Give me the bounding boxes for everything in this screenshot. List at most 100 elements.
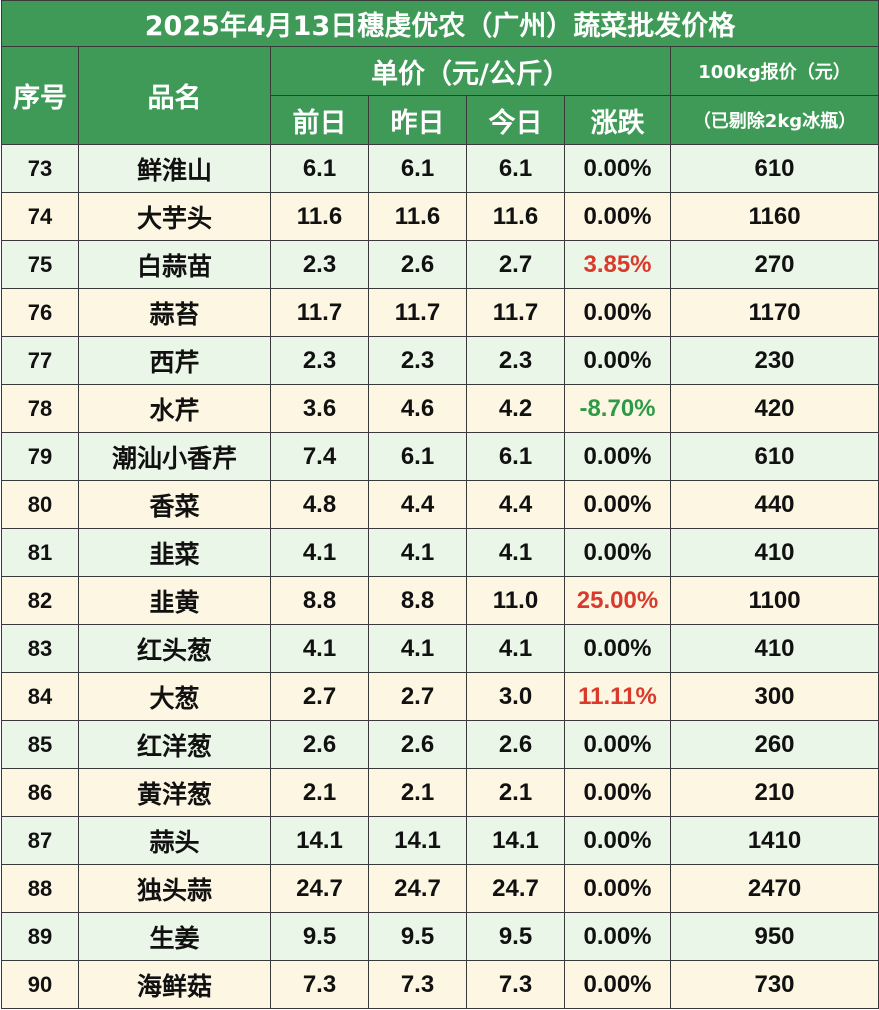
row-quote-cell: 420 bbox=[669, 384, 879, 433]
row-yesterday-price-cell: 2.6 bbox=[368, 240, 467, 289]
row-prev-price-cell: 7.3 bbox=[270, 960, 369, 1009]
row-yesterday-price-cell: 2.1 bbox=[368, 768, 467, 817]
row-name-cell: 潮汕小香芹 bbox=[78, 432, 271, 481]
row-prev-price-cell: 6.1 bbox=[270, 144, 369, 193]
row-change-cell: -8.70% bbox=[564, 384, 671, 433]
row-today-price-cell: 7.3 bbox=[466, 960, 565, 1009]
row-change-cell: 0.00% bbox=[564, 144, 671, 193]
table-row: 83 红头葱 4.1 4.1 4.1 0.00% 410 bbox=[1, 624, 879, 673]
row-no-cell: 74 bbox=[1, 192, 79, 241]
row-change-cell: 0.00% bbox=[564, 816, 671, 865]
table-title: 2025年4月13日穗虔优农（广州）蔬菜批发价格 bbox=[0, 0, 879, 47]
row-name-cell: 水芹 bbox=[78, 384, 271, 433]
row-yesterday-price-cell: 11.7 bbox=[368, 288, 467, 337]
row-name-cell: 韭黄 bbox=[78, 576, 271, 625]
row-prev-price-cell: 24.7 bbox=[270, 864, 369, 913]
table-row: 81 韭菜 4.1 4.1 4.1 0.00% 410 bbox=[1, 528, 879, 577]
table-row: 76 蒜苔 11.7 11.7 11.7 0.00% 1170 bbox=[1, 288, 879, 337]
row-change-cell: 0.00% bbox=[564, 624, 671, 673]
row-no-cell: 78 bbox=[1, 384, 79, 433]
row-name-cell: 蒜苔 bbox=[78, 288, 271, 337]
table-row: 84 大葱 2.7 2.7 3.0 11.11% 300 bbox=[1, 672, 879, 721]
row-today-price-cell: 3.0 bbox=[466, 672, 565, 721]
row-name-cell: 大芋头 bbox=[78, 192, 271, 241]
row-quote-cell: 610 bbox=[669, 432, 879, 481]
row-name-cell: 海鲜菇 bbox=[78, 960, 271, 1009]
row-change-cell: 0.00% bbox=[564, 720, 671, 769]
row-yesterday-price-cell: 4.6 bbox=[368, 384, 467, 433]
row-today-price-cell: 2.1 bbox=[466, 768, 565, 817]
row-name-cell: 西芹 bbox=[78, 336, 271, 385]
table-row: 80 香菜 4.8 4.4 4.4 0.00% 440 bbox=[1, 480, 879, 529]
row-yesterday-price-cell: 14.1 bbox=[368, 816, 467, 865]
row-name-cell: 鲜淮山 bbox=[78, 144, 271, 193]
row-name-cell: 蒜头 bbox=[78, 816, 271, 865]
row-quote-cell: 230 bbox=[669, 336, 879, 385]
row-today-price-cell: 4.1 bbox=[466, 624, 565, 673]
row-today-price-cell: 24.7 bbox=[466, 864, 565, 913]
table-row: 87 蒜头 14.1 14.1 14.1 0.00% 1410 bbox=[1, 816, 879, 865]
row-today-price-cell: 2.6 bbox=[466, 720, 565, 769]
row-no-cell: 75 bbox=[1, 240, 79, 289]
row-change-cell: 0.00% bbox=[564, 336, 671, 385]
row-prev-price-cell: 4.8 bbox=[270, 480, 369, 529]
table-row: 78 水芹 3.6 4.6 4.2 -8.70% 420 bbox=[1, 384, 879, 433]
row-quote-cell: 1160 bbox=[669, 192, 879, 241]
row-name-cell: 香菜 bbox=[78, 480, 271, 529]
row-no-cell: 73 bbox=[1, 144, 79, 193]
row-today-price-cell: 4.1 bbox=[466, 528, 565, 577]
row-quote-cell: 210 bbox=[669, 768, 879, 817]
row-prev-price-cell: 2.6 bbox=[270, 720, 369, 769]
header-unit-price: 单价（元/公斤） bbox=[270, 46, 671, 96]
row-change-cell: 0.00% bbox=[564, 480, 671, 529]
header-prev-day: 前日 bbox=[270, 95, 369, 145]
row-quote-cell: 610 bbox=[669, 144, 879, 193]
row-yesterday-price-cell: 4.1 bbox=[368, 528, 467, 577]
row-quote-cell: 1170 bbox=[669, 288, 879, 337]
row-change-cell: 3.85% bbox=[564, 240, 671, 289]
row-no-cell: 89 bbox=[1, 912, 79, 961]
row-prev-price-cell: 3.6 bbox=[270, 384, 369, 433]
row-quote-cell: 410 bbox=[669, 528, 879, 577]
row-prev-price-cell: 9.5 bbox=[270, 912, 369, 961]
row-no-cell: 84 bbox=[1, 672, 79, 721]
row-yesterday-price-cell: 6.1 bbox=[368, 144, 467, 193]
header-no: 序号 bbox=[1, 46, 79, 145]
row-name-cell: 大葱 bbox=[78, 672, 271, 721]
row-today-price-cell: 6.1 bbox=[466, 432, 565, 481]
row-yesterday-price-cell: 2.7 bbox=[368, 672, 467, 721]
row-name-cell: 红头葱 bbox=[78, 624, 271, 673]
row-no-cell: 79 bbox=[1, 432, 79, 481]
table-row: 79 潮汕小香芹 7.4 6.1 6.1 0.00% 610 bbox=[1, 432, 879, 481]
row-today-price-cell: 14.1 bbox=[466, 816, 565, 865]
table-row: 75 白蒜苗 2.3 2.6 2.7 3.85% 270 bbox=[1, 240, 879, 289]
row-no-cell: 76 bbox=[1, 288, 79, 337]
row-no-cell: 82 bbox=[1, 576, 79, 625]
row-prev-price-cell: 7.4 bbox=[270, 432, 369, 481]
table-row: 77 西芹 2.3 2.3 2.3 0.00% 230 bbox=[1, 336, 879, 385]
row-today-price-cell: 9.5 bbox=[466, 912, 565, 961]
row-name-cell: 白蒜苗 bbox=[78, 240, 271, 289]
row-no-cell: 77 bbox=[1, 336, 79, 385]
table-row: 89 生姜 9.5 9.5 9.5 0.00% 950 bbox=[1, 912, 879, 961]
row-change-cell: 0.00% bbox=[564, 432, 671, 481]
row-today-price-cell: 11.7 bbox=[466, 288, 565, 337]
row-yesterday-price-cell: 8.8 bbox=[368, 576, 467, 625]
row-quote-cell: 410 bbox=[669, 624, 879, 673]
row-quote-cell: 260 bbox=[669, 720, 879, 769]
row-name-cell: 韭菜 bbox=[78, 528, 271, 577]
header-name: 品名 bbox=[78, 46, 271, 145]
row-yesterday-price-cell: 9.5 bbox=[368, 912, 467, 961]
row-quote-cell: 1100 bbox=[669, 576, 879, 625]
row-no-cell: 87 bbox=[1, 816, 79, 865]
table-row: 86 黄洋葱 2.1 2.1 2.1 0.00% 210 bbox=[1, 768, 879, 817]
row-yesterday-price-cell: 2.6 bbox=[368, 720, 467, 769]
row-today-price-cell: 11.6 bbox=[466, 192, 565, 241]
row-yesterday-price-cell: 4.4 bbox=[368, 480, 467, 529]
row-no-cell: 80 bbox=[1, 480, 79, 529]
row-name-cell: 独头蒜 bbox=[78, 864, 271, 913]
row-quote-cell: 1410 bbox=[669, 816, 879, 865]
row-today-price-cell: 2.7 bbox=[466, 240, 565, 289]
row-change-cell: 0.00% bbox=[564, 528, 671, 577]
